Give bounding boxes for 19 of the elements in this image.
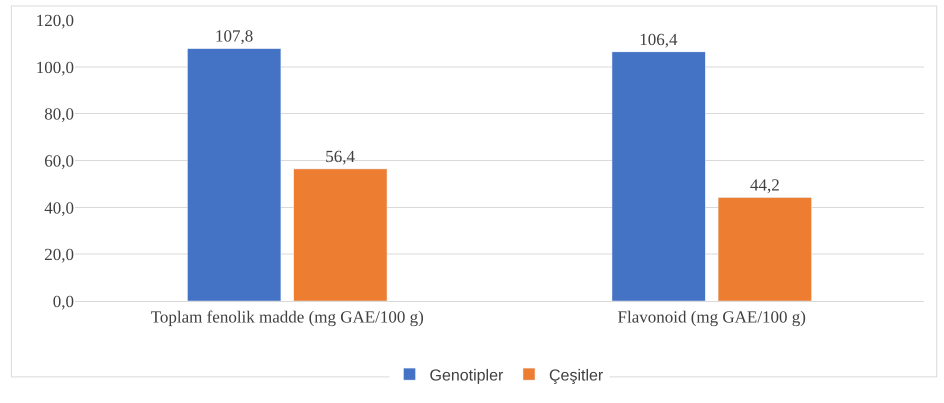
y-tick-label: 0,0 xyxy=(52,292,74,311)
bar xyxy=(187,48,282,301)
x-tick-label: Toplam fenolik madde (mg GAE/100 g) xyxy=(150,307,424,326)
bar xyxy=(293,168,388,301)
y-tick-label: 120,0 xyxy=(36,10,74,30)
bar xyxy=(612,52,706,301)
y-tick-label: 80,0 xyxy=(44,104,74,124)
legend-label: Çeşitler xyxy=(548,367,604,384)
data-label: 106,4 xyxy=(639,30,678,49)
legend-label: Genotipler xyxy=(430,367,504,384)
y-tick-label: 60,0 xyxy=(44,151,74,170)
y-tick-label: 20,0 xyxy=(44,245,74,264)
data-label: 56,4 xyxy=(325,146,356,166)
data-label: 107,8 xyxy=(215,26,254,46)
x-tick-label: Flavonoid (mg GAE/100 g) xyxy=(618,307,806,326)
data-label: 44,2 xyxy=(750,176,780,194)
y-tick-label: 100,0 xyxy=(36,58,74,77)
bar xyxy=(718,197,812,301)
y-tick-label: 40,0 xyxy=(44,198,74,218)
